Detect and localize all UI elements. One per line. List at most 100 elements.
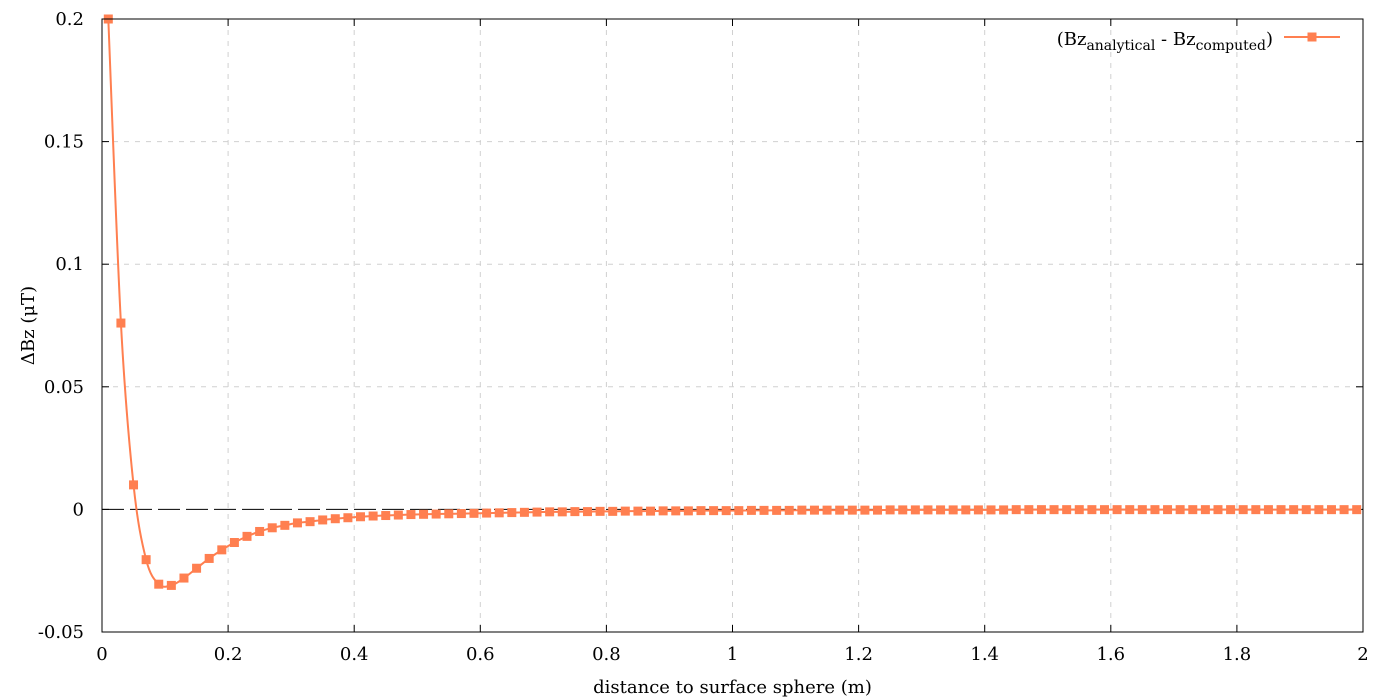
data-point-marker [204, 553, 214, 563]
data-point-marker [280, 520, 290, 530]
data-point-marker [646, 506, 656, 516]
data-point-marker [192, 563, 202, 573]
x-tick-label: 1.2 [844, 644, 873, 665]
data-point-marker [242, 531, 252, 541]
data-point-marker [746, 505, 756, 515]
y-tick-label: -0.05 [38, 622, 84, 643]
data-point-marker [1074, 505, 1084, 515]
data-point-marker [1062, 505, 1072, 515]
data-point-marker [393, 510, 403, 520]
data-point-marker [267, 523, 277, 533]
x-tick-label: 0.8 [592, 644, 621, 665]
data-point-marker [595, 506, 605, 516]
data-point-marker [835, 505, 845, 515]
data-point-marker [633, 506, 643, 516]
data-point-marker [847, 505, 857, 515]
data-point-marker [356, 512, 366, 522]
x-tick-label: 0.4 [340, 644, 369, 665]
data-point-marker [961, 505, 971, 515]
data-point-marker [343, 513, 353, 523]
data-point-marker [910, 505, 920, 515]
legend-subscript-computed: computed [1196, 38, 1266, 54]
data-point-marker [734, 506, 744, 516]
data-point-marker [759, 505, 769, 515]
data-point-marker [1137, 505, 1147, 515]
data-point-marker [532, 507, 542, 517]
y-axis-label: ΔBz (μT) [18, 286, 39, 365]
data-point-marker [116, 318, 126, 328]
y-tick-label: 0.1 [55, 254, 84, 275]
data-point-marker [797, 505, 807, 515]
legend-label: (Bzanalytical - Bzcomputed) [1057, 29, 1273, 54]
data-point-marker [154, 579, 164, 589]
x-tick-label: 0 [96, 644, 107, 665]
legend-subscript-analytical: analytical [1086, 38, 1155, 54]
data-point-marker [1150, 505, 1160, 515]
data-point-marker [1238, 505, 1248, 515]
data-point-marker [1163, 505, 1173, 515]
data-point-marker [860, 505, 870, 515]
data-point-marker [482, 508, 492, 518]
data-point-marker [986, 505, 996, 515]
y-tick-label: 0.05 [44, 377, 84, 398]
legend-middle: - Bz [1155, 29, 1195, 50]
x-axis-label: distance to surface sphere (m) [593, 677, 872, 698]
y-tick-label: 0.2 [55, 9, 84, 30]
x-tick-label: 1.8 [1223, 644, 1252, 665]
data-point-marker [330, 514, 340, 524]
data-point-marker [1125, 505, 1135, 515]
data-point-marker [999, 505, 1009, 515]
data-point-marker [671, 506, 681, 516]
data-point-marker [1251, 505, 1261, 515]
y-tick-label: 0 [73, 499, 84, 520]
data-point-marker [1326, 505, 1336, 515]
data-point-marker [620, 506, 630, 516]
x-tick-label: 1.4 [970, 644, 999, 665]
data-point-marker [822, 505, 832, 515]
data-point-marker [406, 510, 416, 520]
data-point-marker [494, 508, 504, 518]
data-point-marker [318, 515, 328, 525]
data-point-marker [292, 518, 302, 528]
data-point-marker [772, 505, 782, 515]
grid-lines [102, 19, 1363, 632]
legend-prefix: (Bz [1057, 29, 1087, 50]
data-point-marker [1188, 505, 1198, 515]
plot-frame [101, 18, 1364, 633]
data-point-marker [809, 505, 819, 515]
x-tick-labels: 0 0.2 0.4 0.6 0.8 1 1.2 1.4 1.6 1.8 2 [96, 644, 1368, 665]
data-point-marker [179, 573, 189, 583]
data-point-marker [1301, 505, 1311, 515]
x-tick-label: 0.6 [466, 644, 495, 665]
data-point-marker [1087, 505, 1097, 515]
data-point-marker [1112, 505, 1122, 515]
legend-suffix: ) [1266, 29, 1273, 50]
data-point-marker [948, 505, 958, 515]
data-point-marker [1352, 505, 1362, 515]
data-point-marker [973, 505, 983, 515]
series-line [107, 18, 1357, 588]
data-point-marker [1049, 505, 1059, 515]
data-point-marker [456, 509, 466, 519]
data-point-marker [469, 508, 479, 518]
data-point-marker [444, 509, 454, 519]
data-point-marker [923, 505, 933, 515]
data-point-marker [1226, 505, 1236, 515]
data-point-marker [721, 506, 731, 516]
legend: (Bzanalytical - Bzcomputed) [1057, 29, 1340, 54]
data-point-marker [898, 505, 908, 515]
data-point-marker [1175, 505, 1185, 515]
data-point-marker [608, 506, 618, 516]
data-point-marker [696, 506, 706, 516]
data-point-marker [368, 511, 378, 521]
data-point-marker [1289, 505, 1299, 515]
data-point-marker [229, 538, 239, 548]
data-point-marker [1036, 505, 1046, 515]
data-point-marker [658, 506, 668, 516]
legend-marker-sample [1307, 32, 1317, 42]
data-point-marker [419, 509, 429, 519]
data-point-marker [255, 526, 265, 536]
data-point-marker [709, 506, 719, 516]
data-point-marker [1099, 505, 1109, 515]
